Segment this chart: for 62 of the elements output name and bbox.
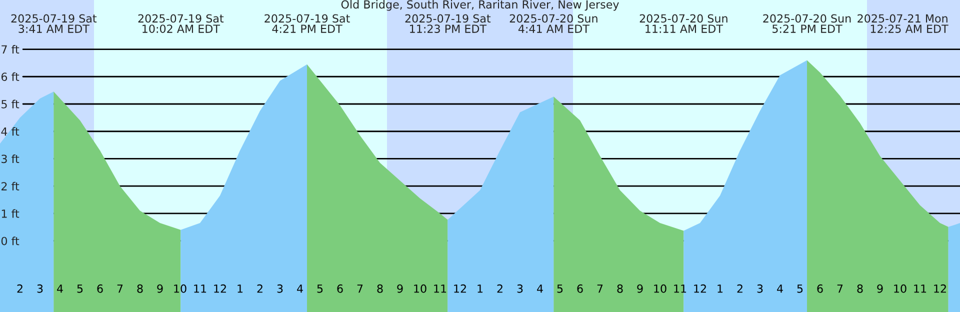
y-tick-label: 7 ft: [2, 45, 20, 54]
y-tick-label: 6 ft: [1, 72, 20, 82]
y-tick-label: 1 ft: [2, 209, 20, 218]
x-tick-label: 12: [454, 284, 466, 293]
x-tick-label: 3: [517, 284, 523, 293]
x-tick-label: 3: [37, 284, 43, 293]
chart-title: Old Bridge, South River, Raritan River, New Jersey: [341, 0, 619, 11]
annotation: 2025-07-20 Sun 5:21 PM EDT: [763, 14, 851, 33]
x-tick-label: 1: [718, 284, 723, 293]
x-tick-label: 8: [617, 284, 623, 293]
x-tick-label: 10: [654, 284, 666, 293]
x-tick-label: 2: [497, 284, 502, 293]
x-tick-label: 12: [214, 284, 226, 293]
x-tick-label: 6: [97, 284, 103, 293]
x-tick-label: 6: [817, 284, 823, 293]
x-tick-label: 11: [434, 284, 446, 293]
x-tick-label: 11: [194, 284, 206, 293]
x-tick-label: 5: [557, 284, 563, 293]
x-tick-label: 2: [257, 284, 262, 293]
x-tick-label: 2: [17, 284, 22, 293]
x-tick-label: 8: [857, 284, 863, 293]
x-tick-label: 5: [317, 284, 323, 293]
x-tick-label: 12: [694, 284, 706, 293]
y-tick-label: 5 ft: [2, 100, 20, 108]
y-tick-label: 4 ft: [1, 127, 20, 136]
x-tick-label: 5: [77, 284, 83, 293]
x-tick-label: 4: [537, 284, 543, 293]
x-tick-label: 2: [737, 284, 742, 293]
x-tick-label: 7: [837, 284, 843, 293]
x-tick-label: 1: [478, 284, 483, 293]
x-tick-label: 6: [337, 284, 343, 293]
x-tick-label: 3: [757, 284, 763, 293]
x-tick-label: 4: [57, 284, 63, 293]
x-tick-label: 5: [797, 284, 803, 293]
x-tick-label: 1: [238, 284, 243, 293]
annotation: 2025-07-19 Sat 3:41 AM EDT: [11, 14, 97, 33]
annotation: 2025-07-21 Mon 12:25 AM EDT: [858, 14, 948, 33]
x-tick-label: 9: [637, 284, 643, 293]
annotation: 2025-07-19 Sat 10:02 AM EDT: [138, 14, 224, 33]
x-tick-label: 3: [277, 284, 283, 293]
annotation: 2025-07-19 Sat 4:21 PM EDT: [264, 14, 350, 33]
x-tick-label: 4: [777, 284, 783, 293]
annotation: 2025-07-20 Sun 11:11 AM EDT: [640, 14, 728, 33]
x-tick-label: 10: [414, 284, 426, 293]
x-tick-label: 4: [297, 284, 303, 293]
x-tick-label: 7: [357, 284, 363, 293]
y-tick-label: 2 ft: [2, 182, 20, 190]
x-tick-label: 12: [934, 284, 946, 293]
x-tick-label: 9: [877, 284, 883, 293]
x-tick-label: 7: [117, 284, 123, 293]
y-tick-label: 3 ft: [2, 154, 20, 164]
x-tick-label: 10: [894, 284, 906, 293]
x-tick-label: 8: [377, 284, 383, 293]
x-tick-label: 9: [157, 284, 163, 293]
y-tick-label: 0 ft: [1, 236, 20, 246]
annotation: 2025-07-20 Sun 4:41 AM EDT: [510, 14, 598, 33]
x-tick-label: 9: [397, 284, 403, 293]
annotation: 2025-07-19 Sat 11:23 PM EDT: [405, 14, 491, 33]
x-tick-label: 8: [137, 284, 143, 293]
x-tick-label: 11: [914, 284, 926, 293]
x-tick-label: 7: [597, 284, 603, 293]
x-tick-label: 6: [577, 284, 583, 293]
